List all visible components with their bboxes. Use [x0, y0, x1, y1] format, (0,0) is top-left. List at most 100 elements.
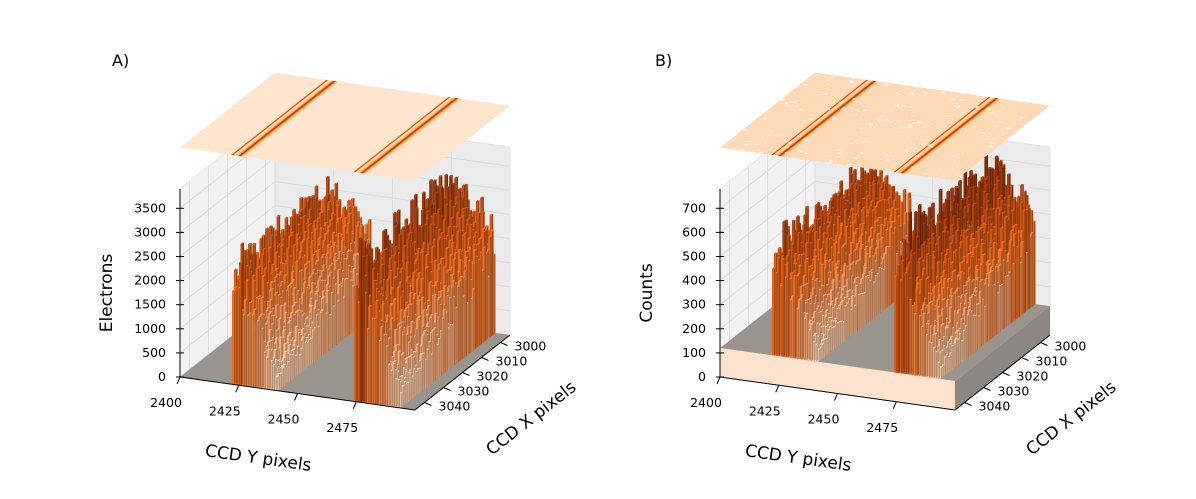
bar: [353, 253, 357, 255]
bar: [312, 329, 315, 364]
bar: [475, 200, 480, 202]
bar: [332, 195, 336, 197]
bar: [330, 189, 334, 191]
bar: [433, 329, 435, 383]
bar: [471, 298, 473, 353]
bar: [351, 205, 356, 208]
bar: [449, 174, 453, 177]
bar: [348, 212, 352, 215]
bar: [454, 296, 456, 366]
bar: [482, 269, 485, 344]
bar: [446, 311, 448, 372]
bar: [480, 251, 483, 345]
bar: [486, 251, 488, 341]
bar: [425, 359, 428, 389]
bar: [489, 213, 494, 216]
bar: [488, 235, 492, 238]
bar: [339, 284, 341, 343]
bar: [421, 353, 424, 392]
bar: [347, 205, 352, 207]
bar: [320, 312, 322, 358]
bar: [316, 314, 319, 361]
bar: [417, 368, 420, 395]
bar: [481, 228, 486, 230]
bar: [299, 354, 302, 375]
bar: [464, 189, 469, 192]
bar: [469, 260, 471, 354]
bar: [480, 196, 484, 198]
bar: [328, 290, 330, 352]
bar: [438, 338, 441, 378]
bar: [326, 312, 328, 354]
bar: [452, 324, 454, 368]
bar: [347, 199, 351, 202]
bar: [327, 200, 332, 203]
bar: [442, 317, 445, 375]
bar: [473, 288, 475, 351]
bar: [490, 229, 494, 231]
bar: [341, 285, 343, 342]
bar: [436, 344, 439, 380]
bar: [472, 221, 477, 224]
bar: [461, 211, 466, 213]
bar: [461, 207, 465, 210]
bar: [335, 283, 338, 346]
bar: [419, 367, 422, 393]
bar: [329, 314, 332, 351]
bar: [474, 249, 477, 350]
bar: [423, 352, 426, 390]
bar: [356, 221, 361, 223]
bar: [348, 265, 351, 336]
bar: [444, 309, 447, 374]
bar: [478, 259, 481, 347]
bar: [472, 210, 476, 213]
bar: [440, 330, 443, 377]
bar: [451, 205, 456, 208]
bar: [476, 256, 479, 348]
bar: [335, 200, 340, 202]
bar: [337, 300, 340, 345]
bar: [454, 196, 459, 198]
bar: [350, 197, 355, 200]
bar: [367, 218, 372, 221]
bar: [342, 206, 346, 208]
bar: [444, 174, 448, 176]
bar: [482, 246, 486, 248]
bar: [429, 341, 431, 386]
bar: [454, 176, 458, 179]
bar: [457, 285, 460, 363]
bar: [356, 252, 360, 255]
bar: [482, 230, 486, 233]
bar: [484, 225, 489, 227]
bar: [456, 212, 460, 214]
bar: [326, 176, 330, 178]
bar: [455, 307, 458, 365]
bar: [334, 182, 339, 184]
bar: [310, 337, 313, 366]
bar: [347, 278, 349, 337]
bar: [345, 278, 347, 339]
bar: [459, 280, 462, 362]
bar: [352, 285, 355, 333]
bar: [318, 326, 321, 360]
bar: [431, 353, 433, 384]
bar: [333, 305, 336, 348]
bar: [465, 270, 467, 357]
bar: [350, 279, 353, 334]
bar: [355, 225, 360, 227]
bar: [295, 354, 298, 378]
panel-a: 0500100015002000250030003500240024252450…: [97, 51, 580, 476]
bar: [365, 223, 369, 225]
bar: [490, 236, 492, 338]
bar: [478, 237, 482, 240]
bar: [450, 324, 452, 369]
bar: [322, 309, 324, 357]
bar: [463, 295, 466, 359]
bar: [467, 302, 469, 356]
bar: [458, 187, 462, 190]
bar: [336, 204, 340, 207]
bar: [331, 292, 334, 349]
bar: [343, 217, 348, 219]
bar: [492, 229, 494, 336]
bar: [309, 339, 311, 367]
